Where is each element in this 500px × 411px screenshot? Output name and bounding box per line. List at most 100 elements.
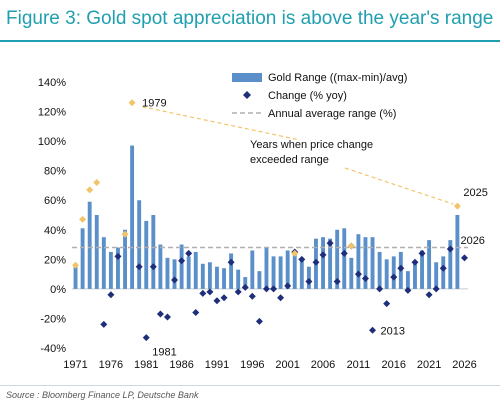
change-diamond <box>213 297 221 305</box>
y-tick-label: 60% <box>44 195 66 207</box>
range-bar <box>377 251 382 289</box>
y-tick-label: 100% <box>38 136 66 148</box>
range-bar <box>285 250 290 289</box>
legend-avg-label: Annual average range (%) <box>268 108 396 120</box>
range-bar <box>179 244 184 289</box>
range-bar <box>101 237 106 289</box>
highlight-diamond <box>93 178 101 186</box>
highlight-diamond <box>347 242 355 250</box>
range-bar <box>137 200 142 289</box>
y-tick-label: 0% <box>50 284 66 296</box>
legend: Gold Range ((max-min)/avg) Change (% yoy… <box>232 72 407 120</box>
range-bar <box>335 229 340 289</box>
x-tick-label: 2026 <box>452 359 476 371</box>
range-bar <box>151 215 156 289</box>
range-bar <box>455 215 460 289</box>
x-tick-label: 2001 <box>275 359 299 371</box>
change-diamond <box>142 334 150 342</box>
page-title: Figure 3: Gold spot appreciation is abov… <box>6 8 494 29</box>
range-bar <box>73 266 78 289</box>
callout-connector <box>344 167 454 205</box>
change-markers <box>100 239 468 342</box>
x-tick-label: 1971 <box>63 359 87 371</box>
change-diamond <box>432 285 440 293</box>
range-bar <box>257 271 262 289</box>
change-diamond <box>361 275 369 283</box>
x-tick-label: 1986 <box>169 359 193 371</box>
change-diamond <box>333 278 341 285</box>
change-diamond <box>262 285 270 293</box>
range-bar <box>207 262 212 289</box>
x-tick-label: 2016 <box>382 359 406 371</box>
change-diamond <box>178 257 186 265</box>
range-bar <box>328 238 333 289</box>
change-diamond <box>312 258 320 266</box>
change-diamond <box>425 291 433 299</box>
highlight-diamond <box>86 186 94 194</box>
highlight-markers <box>72 99 461 269</box>
change-diamond <box>107 291 115 299</box>
change-diamond <box>319 251 327 259</box>
range-bar <box>193 251 198 289</box>
change-diamond <box>411 258 419 266</box>
y-axis: -40% -20% 0% 20% 40% 60% 80% 100% 120% 140% <box>38 77 468 355</box>
range-bar <box>236 269 241 289</box>
range-bar <box>158 244 163 289</box>
range-bar <box>116 247 120 289</box>
range-bar <box>356 234 361 289</box>
x-tick-label: 2006 <box>311 359 335 371</box>
change-diamond <box>340 249 348 257</box>
change-diamond <box>135 263 143 271</box>
title-divider <box>0 40 500 42</box>
range-bar <box>264 247 269 289</box>
change-diamond <box>255 317 263 325</box>
change-diamond <box>369 326 377 334</box>
change-diamond <box>383 300 391 308</box>
range-bar <box>349 257 354 289</box>
change-diamond <box>460 254 468 262</box>
range-bar <box>200 263 205 289</box>
change-diamond <box>418 249 426 257</box>
range-bar <box>271 256 276 289</box>
change-diamond <box>234 288 242 296</box>
range-bar <box>215 266 219 289</box>
change-diamond <box>171 276 179 284</box>
change-diamond <box>305 278 313 285</box>
source-note: Source : Bloomberg Finance LP, Deutsche … <box>6 390 199 400</box>
change-diamond <box>248 292 256 300</box>
change-diamond <box>100 320 108 328</box>
range-bar <box>250 250 255 289</box>
x-tick-label: 1991 <box>205 359 229 371</box>
change-diamond <box>439 264 447 272</box>
y-tick-label: 120% <box>38 107 66 119</box>
range-bar <box>448 240 453 289</box>
change-diamond <box>298 255 306 263</box>
highlight-diamond <box>121 230 129 238</box>
change-diamond <box>446 245 454 253</box>
x-tick-label: 1996 <box>240 359 264 371</box>
range-bar <box>321 237 325 289</box>
change-diamond <box>270 285 278 293</box>
change-diamond <box>192 309 200 317</box>
highlight-diamond <box>79 215 87 223</box>
range-bar <box>413 263 417 289</box>
highlight-diamond <box>291 249 299 257</box>
range-bar <box>306 266 311 289</box>
range-bar <box>94 215 99 289</box>
change-diamond <box>199 289 207 297</box>
range-bar <box>384 259 389 289</box>
y-tick-label: 140% <box>38 77 66 89</box>
change-diamond <box>149 263 157 271</box>
range-bar <box>299 259 304 289</box>
change-diamond <box>206 288 214 296</box>
legend-bar-label: Gold Range ((max-min)/avg) <box>268 72 407 84</box>
change-diamond <box>114 252 122 260</box>
highlight-diamond <box>453 202 461 210</box>
range-bar <box>370 237 375 289</box>
range-bar <box>186 256 191 289</box>
range-bar <box>229 253 234 289</box>
callout-line-1: Years when price change <box>250 139 373 151</box>
annotations: 1979 1981 2013 2025 2026 <box>142 98 488 359</box>
range-bar <box>222 268 226 289</box>
